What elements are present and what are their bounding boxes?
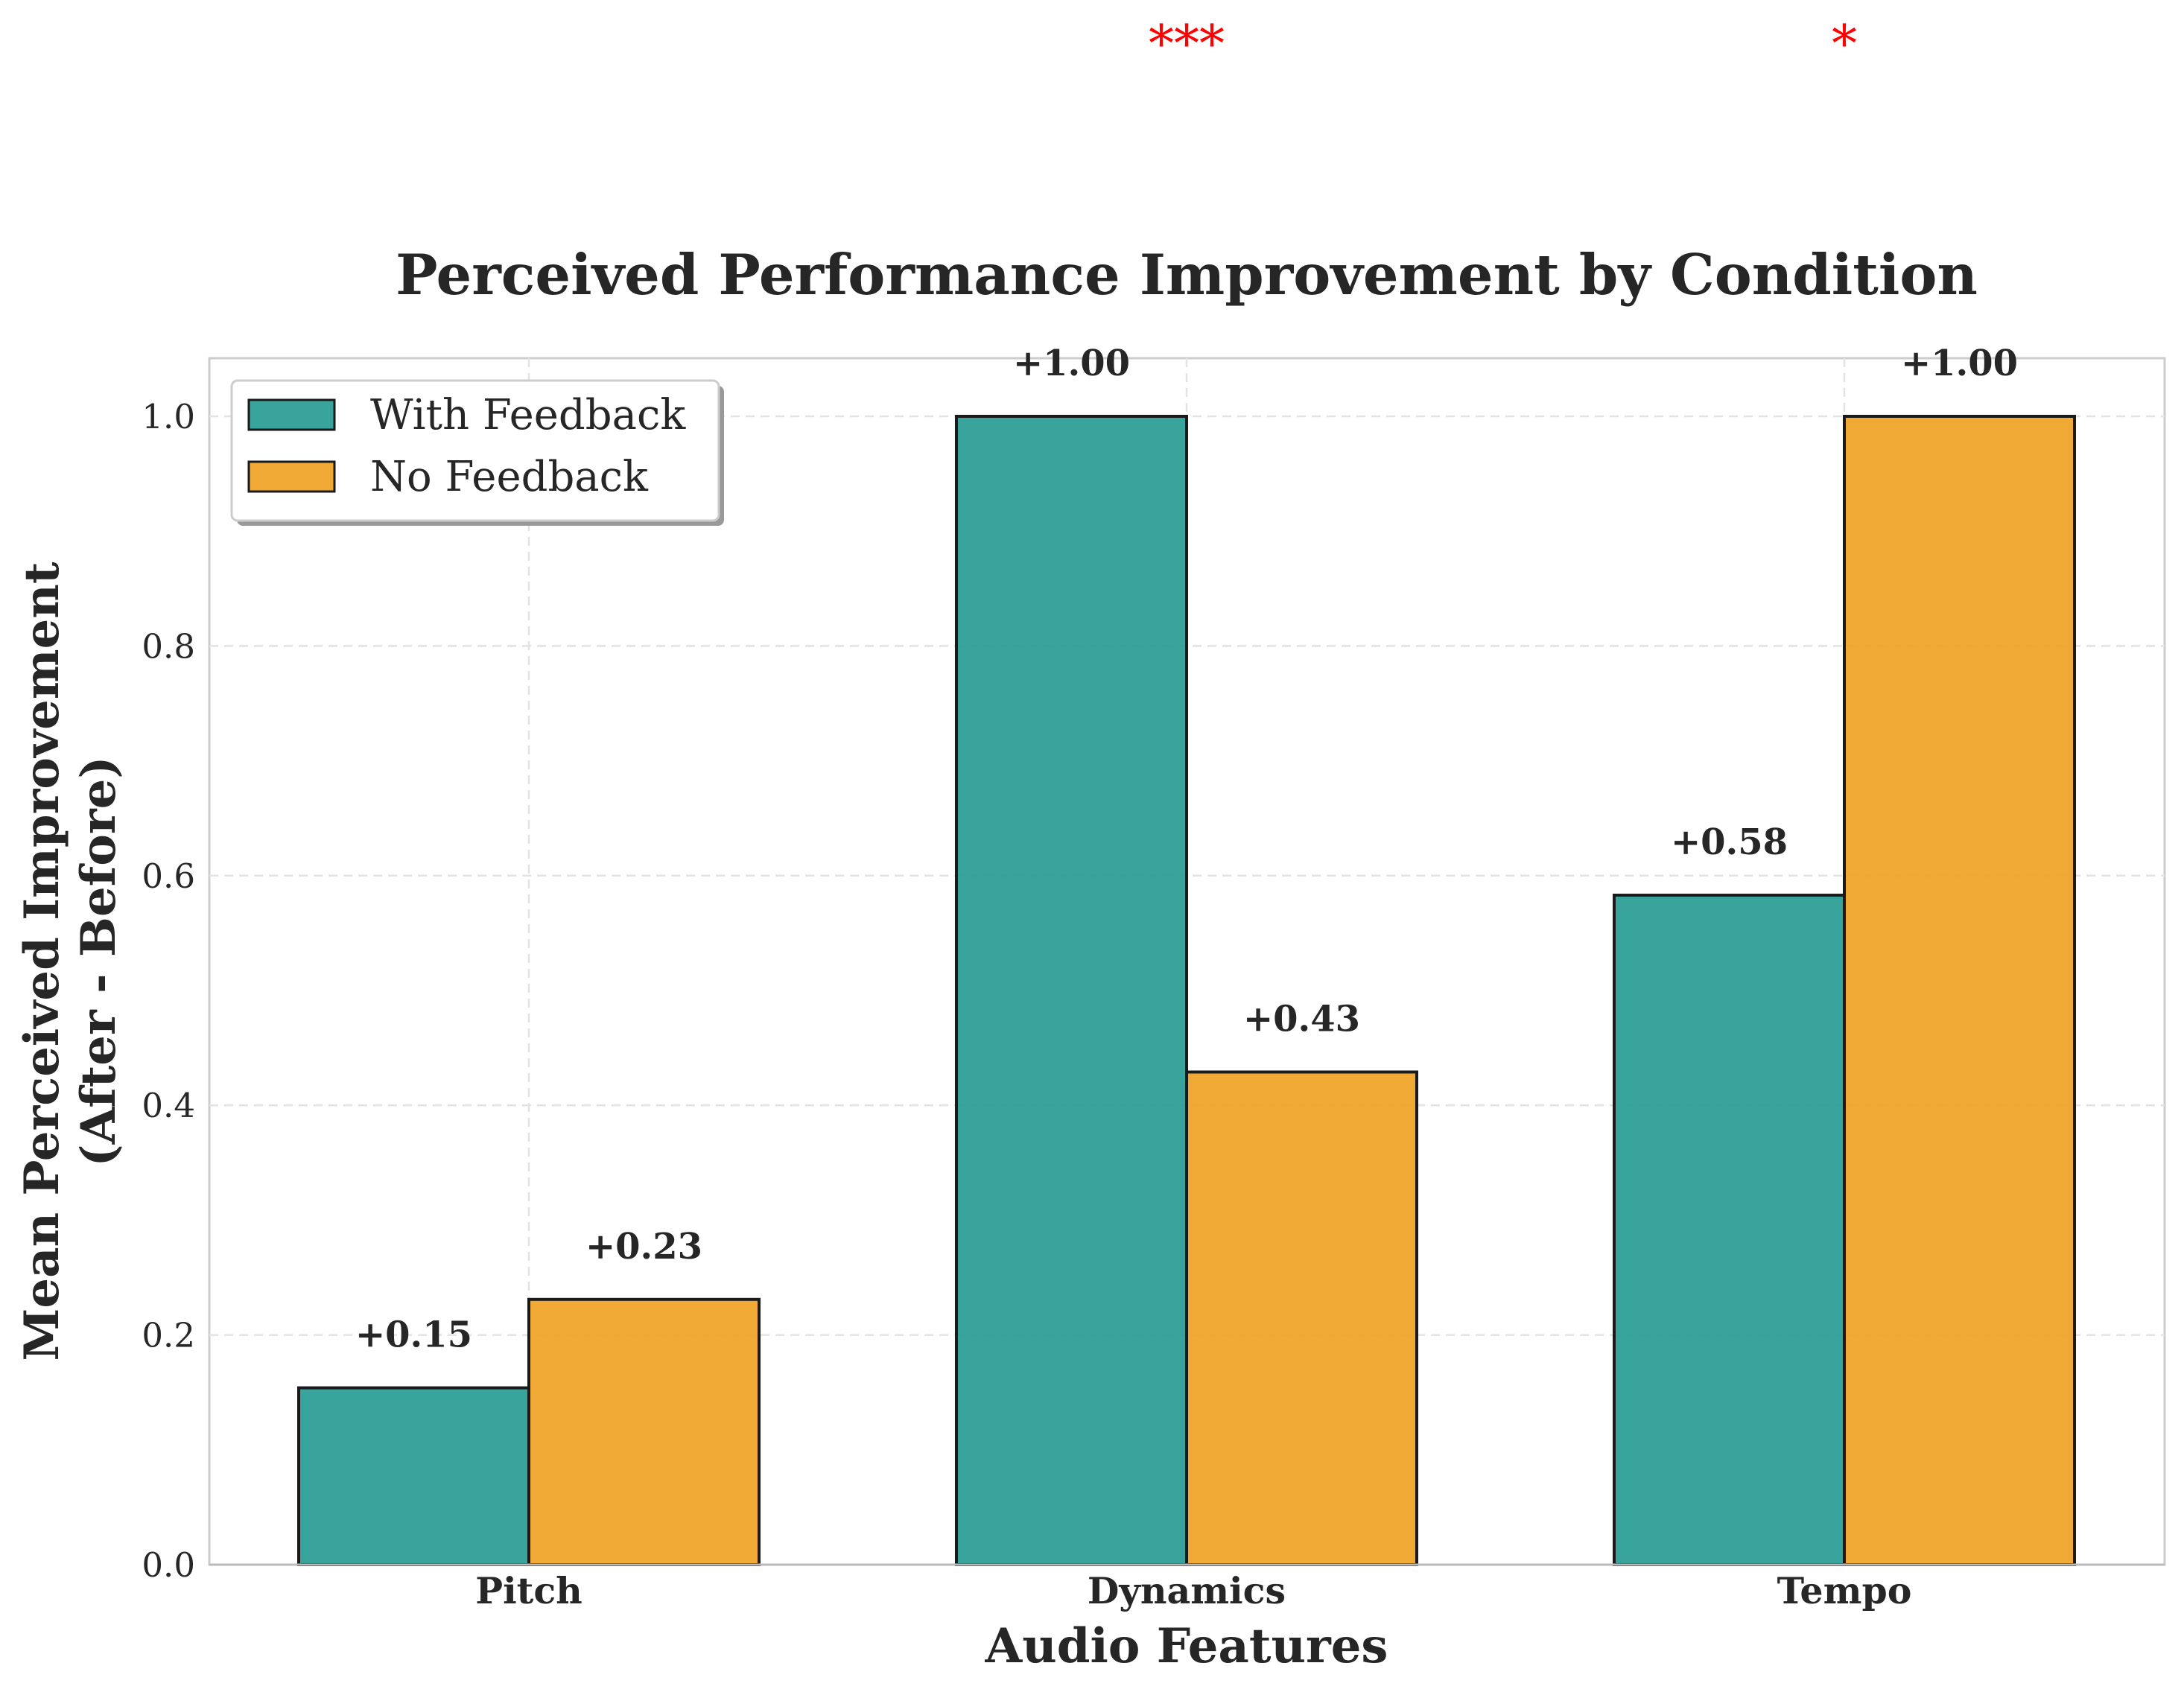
bar-with-feedback-dynamics bbox=[955, 415, 1188, 1566]
legend-label-with-feedback: With Feedback bbox=[370, 391, 686, 439]
bar-with-feedback-pitch bbox=[297, 1386, 530, 1566]
y-tick-label: 0.6 bbox=[142, 856, 195, 896]
data-label: +1.00 bbox=[1013, 343, 1130, 384]
y-axis-label: Mean Perceived Improvement (After - Befo… bbox=[14, 562, 127, 1361]
legend-swatch-with-feedback bbox=[247, 398, 336, 431]
legend: With Feedback No Feedback bbox=[230, 379, 724, 526]
data-label: +1.00 bbox=[1901, 343, 2018, 384]
y-axis-label-line1: Mean Perceived Improvement bbox=[14, 562, 70, 1361]
legend-box bbox=[230, 379, 720, 522]
data-label: +0.58 bbox=[1671, 821, 1788, 863]
x-tick-label: Dynamics bbox=[1088, 1569, 1286, 1612]
y-tick-label: 0.0 bbox=[142, 1545, 195, 1585]
significance-markers: *** * bbox=[1149, 15, 1857, 74]
bar-with-feedback-tempo bbox=[1613, 894, 1846, 1567]
chart-title: Perceived Performance Improvement by Con… bbox=[396, 242, 1978, 308]
y-tick-label: 0.2 bbox=[142, 1316, 195, 1355]
y-axis-ticks: 0.0 0.2 0.4 0.6 0.8 1.0 bbox=[142, 397, 195, 1585]
x-axis-ticks: Pitch Dynamics Tempo bbox=[475, 1569, 1911, 1612]
x-tick-label: Pitch bbox=[475, 1569, 582, 1612]
data-label: +0.43 bbox=[1243, 998, 1360, 1040]
x-tick-label: Tempo bbox=[1777, 1569, 1912, 1612]
bars bbox=[209, 415, 2165, 1567]
y-tick-label: 0.8 bbox=[142, 626, 195, 666]
y-tick-label: 1.0 bbox=[142, 397, 195, 436]
y-tick-label: 0.4 bbox=[142, 1086, 195, 1125]
data-label: +0.23 bbox=[585, 1226, 702, 1268]
bar-no-feedback-dynamics bbox=[1185, 1070, 1418, 1567]
data-label: +0.15 bbox=[355, 1314, 472, 1356]
y-axis-label-line2: (After - Before) bbox=[71, 756, 127, 1166]
significance-marker: * bbox=[1832, 15, 1857, 74]
legend-label-no-feedback: No Feedback bbox=[370, 453, 649, 501]
bar-no-feedback-tempo bbox=[1843, 415, 2076, 1566]
significance-marker: *** bbox=[1149, 15, 1225, 74]
value-labels: +0.15 +1.00 +0.58 +0.23 +0.43 +1.00 bbox=[355, 343, 2018, 1356]
x-axis-label: Audio Features bbox=[985, 1618, 1388, 1674]
bar-no-feedback-pitch bbox=[527, 1297, 761, 1566]
legend-swatch-no-feedback bbox=[247, 460, 336, 493]
